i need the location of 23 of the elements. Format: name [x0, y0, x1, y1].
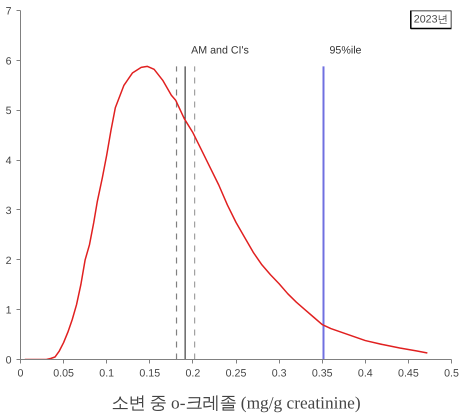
x-tick-label: 0.45: [398, 368, 419, 380]
x-tick-label: 0.5: [444, 368, 459, 380]
annotation: 2023년: [414, 14, 449, 26]
x-tick-label: 0.1: [99, 368, 114, 380]
x-axis-title: 소변 중 o-크레졸 (mg/g creatinine): [111, 394, 361, 412]
x-tick-label: 0.4: [358, 368, 373, 380]
y-tick-label: 1: [6, 304, 12, 317]
x-tick-label: 0.05: [53, 368, 74, 380]
x-tick-label: 0.25: [226, 368, 246, 380]
x-tick-label: 0.3: [272, 368, 287, 380]
y-tick-label: 3: [6, 204, 12, 217]
x-tick-label: 0.15: [139, 368, 160, 380]
ref-line-label: 95%ile: [329, 44, 362, 56]
y-tick-label: 7: [6, 6, 12, 18]
y-tick-label: 6: [6, 55, 12, 68]
x-tick-label: 0: [18, 368, 24, 380]
y-tick-label: 2: [6, 254, 12, 267]
y-tick-label: 4: [6, 155, 12, 168]
x-tick-label: 0.35: [312, 368, 333, 380]
ref-line-label: AM and CI's: [191, 44, 249, 56]
y-tick-label: 0: [6, 354, 12, 366]
y-tick-label: 5: [6, 105, 12, 118]
x-tick-label: 0.2: [185, 368, 200, 380]
